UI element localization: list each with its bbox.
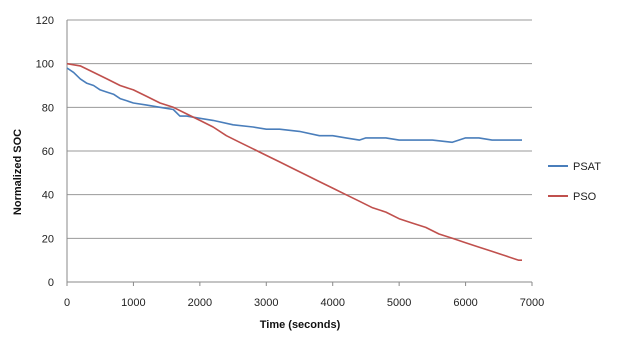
y-tick-label: 80	[42, 102, 54, 114]
series-lines	[66, 62, 522, 261]
y-tick-labels: 0 20 40 60 80 100 120	[36, 15, 54, 289]
axes	[66, 20, 533, 286]
series-line-psat	[66, 67, 522, 144]
x-tick-label: 2000	[188, 297, 212, 309]
x-tick-label: 3000	[254, 297, 278, 309]
series-line-pso	[66, 62, 522, 261]
x-axis-title: Time (seconds)	[260, 319, 341, 331]
x-tick-label: 5000	[387, 297, 411, 309]
x-tick-labels: 0 1000 2000 3000 4000 5000 6000 7000	[64, 297, 544, 309]
legend-label-pso: PSO	[573, 191, 597, 203]
y-tick-label: 40	[42, 190, 54, 202]
x-tick-label: 0	[64, 297, 70, 309]
legend-label-psat: PSAT	[573, 161, 601, 173]
legend: PSAT PSO	[548, 161, 601, 203]
y-tick-label: 0	[48, 277, 54, 289]
y-tick-label: 60	[42, 146, 54, 158]
y-tick-label: 120	[36, 15, 54, 27]
x-tick-label: 4000	[320, 297, 344, 309]
x-tick-label: 6000	[453, 297, 477, 309]
x-tick-label: 7000	[520, 297, 544, 309]
y-tick-label: 100	[36, 59, 54, 71]
y-tick-label: 20	[42, 233, 54, 245]
x-tick-label: 1000	[121, 297, 145, 309]
y-axis-title: Normalized SOC	[12, 129, 24, 215]
gridlines	[67, 19, 532, 239]
